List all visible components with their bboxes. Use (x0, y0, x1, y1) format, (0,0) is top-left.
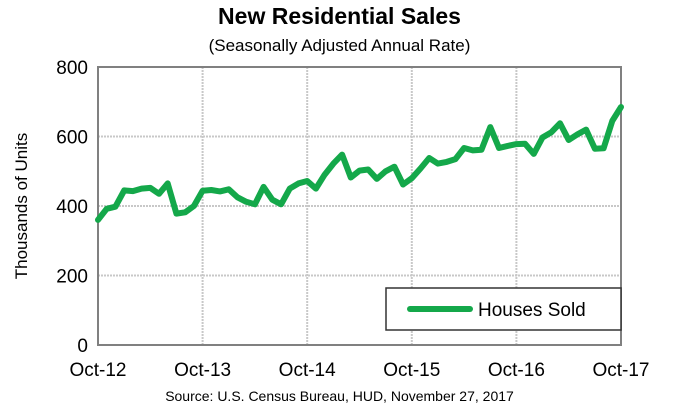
y-tick-label: 0 (77, 336, 88, 357)
chart-source: Source: U.S. Census Bureau, HUD, Novembe… (165, 388, 514, 404)
y-tick-label: 600 (56, 128, 88, 149)
plot-border (97, 66, 622, 346)
legend-label: Houses Sold (478, 300, 586, 321)
x-tick-label: Oct-13 (174, 360, 231, 381)
x-tick-label: Oct-17 (592, 360, 649, 381)
y-tick-label: 400 (56, 197, 88, 218)
series-line-houses-sold (95, 104, 624, 223)
x-tick-label: Oct-12 (69, 360, 126, 381)
x-tick-label: Oct-15 (383, 360, 440, 381)
x-tick-label: Oct-16 (488, 360, 545, 381)
y-tick-label: 200 (56, 267, 88, 288)
chart-title: New Residential Sales (218, 3, 461, 29)
x-tick-label: Oct-14 (279, 360, 336, 381)
y-tick-label: 800 (56, 58, 88, 79)
y-axis-label: Thousands of Units (12, 133, 31, 279)
chart-subtitle: (Seasonally Adjusted Annual Rate) (208, 36, 471, 55)
